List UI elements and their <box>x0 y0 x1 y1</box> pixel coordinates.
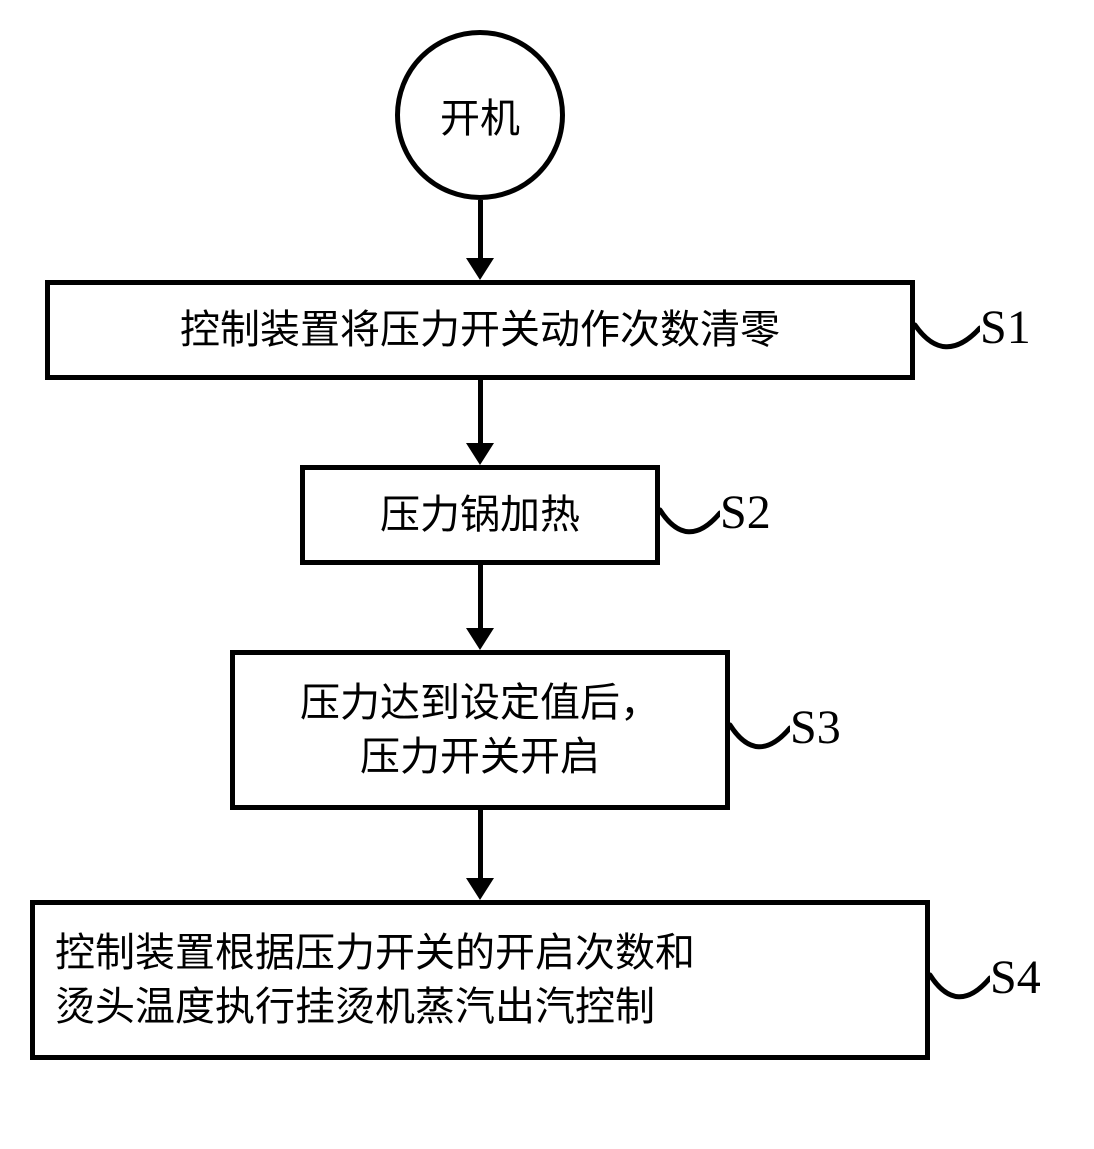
edge-s1-s2-line <box>478 380 483 443</box>
edge-start-s1-head <box>466 258 494 280</box>
edge-s1-s2-head <box>466 443 494 465</box>
process-node-s1: 控制装置将压力开关动作次数清零 <box>45 280 915 380</box>
edge-s3-s4-head <box>466 878 494 900</box>
process-node-s3-label: 压力达到设定值后，压力开关开启 <box>300 676 660 784</box>
start-node: 开机 <box>395 30 565 200</box>
edge-s2-s3-head <box>466 628 494 650</box>
connector-s4 <box>930 960 990 1020</box>
start-node-label: 开机 <box>440 86 520 144</box>
step-label-s4: S4 <box>990 950 1041 1005</box>
process-node-s4: 控制装置根据压力开关的开启次数和烫头温度执行挂烫机蒸汽出汽控制 <box>30 900 930 1060</box>
process-node-s2: 压力锅加热 <box>300 465 660 565</box>
process-node-s2-label: 压力锅加热 <box>380 488 580 542</box>
step-label-s2: S2 <box>720 485 771 540</box>
process-node-s3: 压力达到设定值后，压力开关开启 <box>230 650 730 810</box>
process-node-s1-label: 控制装置将压力开关动作次数清零 <box>180 303 780 357</box>
step-label-s1: S1 <box>980 300 1031 355</box>
step-label-s3: S3 <box>790 700 841 755</box>
connector-s2 <box>660 495 720 555</box>
edge-s2-s3-line <box>478 565 483 628</box>
process-node-s4-label: 控制装置根据压力开关的开启次数和烫头温度执行挂烫机蒸汽出汽控制 <box>55 926 695 1034</box>
connector-s1 <box>915 310 980 370</box>
edge-start-s1-line <box>478 200 483 258</box>
connector-s3 <box>730 710 790 770</box>
flowchart-container: 开机 控制装置将压力开关动作次数清零 S1 压力锅加热 S2 压力达到设定值后，… <box>0 0 1094 1149</box>
edge-s3-s4-line <box>478 810 483 878</box>
